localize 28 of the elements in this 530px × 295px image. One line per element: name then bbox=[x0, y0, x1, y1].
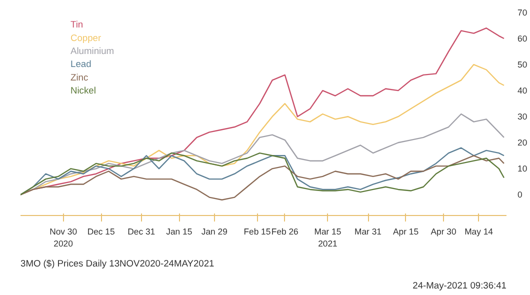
text: 24-May-2021 09:36:41 bbox=[412, 280, 507, 290]
text: Lead bbox=[70, 59, 92, 70]
x-tick-label: Nov 30 2020 bbox=[50, 226, 78, 248]
x-tick-label: Feb 15 bbox=[244, 226, 271, 236]
x-tick-label: Mar 31 bbox=[354, 226, 382, 236]
y-tick-label: 10 bbox=[518, 164, 528, 174]
y-tick-label: 60 bbox=[518, 34, 528, 44]
x-tick-label: Dec 31 bbox=[128, 226, 156, 236]
text: Nickel bbox=[70, 86, 96, 96]
text: Tin bbox=[70, 20, 84, 30]
y-tick-label: 70 bbox=[518, 8, 528, 18]
y-tick-label: 40 bbox=[518, 86, 528, 96]
text: Zinc bbox=[70, 72, 88, 82]
x-tick-label: Jan 29 bbox=[201, 226, 228, 236]
x-tick-label: Apr 30 bbox=[430, 226, 456, 236]
y-tick-label: 20 bbox=[518, 138, 528, 148]
x-tick-label: Feb 26 bbox=[271, 226, 299, 236]
x-tick-label: May 14 bbox=[464, 226, 494, 236]
x-tick-label: Mar 15 2021 bbox=[314, 226, 342, 248]
y-tick-label: 0 bbox=[518, 190, 522, 200]
text: Copper bbox=[70, 32, 102, 43]
x-tick-label: Dec 15 bbox=[87, 226, 115, 236]
text: 3MO ($) Prices Daily 13NOV2020-24MAY2021 bbox=[20, 258, 214, 268]
x-tick-label: Jan 15 bbox=[166, 226, 192, 236]
y-tick-label: 50 bbox=[518, 60, 528, 70]
text: Aluminium bbox=[70, 46, 114, 56]
x-tick-label: Apr 15 bbox=[393, 226, 419, 236]
y-tick-label: 30 bbox=[518, 112, 528, 122]
